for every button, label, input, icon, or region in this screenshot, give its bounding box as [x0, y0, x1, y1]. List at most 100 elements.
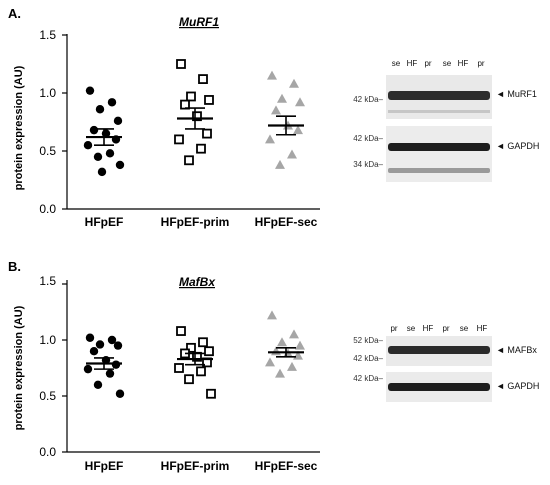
blot-b-lane-4: pr: [442, 324, 449, 333]
panel-b-letter: B.: [8, 259, 21, 274]
blot-b-gapdh-band: [388, 383, 490, 391]
panel-b-ytick-2: 1.0: [39, 333, 56, 347]
panel-a-blot: se HF pr se HF pr 42 kDa– ◄ MuRF1 42 kDa…: [353, 59, 539, 182]
panel-a-point-hfpef-4: [89, 125, 99, 135]
panel-b-point-hfpef-9: [93, 380, 103, 389]
panel-a-ytick-2: 1.0: [39, 86, 56, 100]
panel-b-point-hfpef-1: [107, 335, 117, 345]
panel-b-ylabel: protein expression (AU): [13, 305, 25, 430]
blot-b-lane-3: HF: [423, 324, 434, 333]
blot-a-gapdh-membrane: [386, 126, 492, 182]
blot-b-lane-1: pr: [390, 324, 397, 333]
blot-b-gapdh-marker: 42 kDa–: [353, 374, 383, 383]
panel-b-xtick-hfpef: HFpEF: [85, 459, 124, 473]
panel-b-point-hfpef-10: [115, 389, 125, 398]
panel-a-point-hfpef-sec-6: [293, 125, 303, 135]
panel-a-point-hfpef-0: [85, 86, 95, 95]
panel-a-point-hfpef-prim-2: [186, 91, 196, 102]
panel-b-point-hfpef-8: [105, 369, 115, 378]
panel-a-point-hfpef-sec-0: [267, 70, 277, 80]
blot-a-lane-1: se: [392, 59, 401, 68]
blot-a-murf1-label: ◄ MuRF1: [496, 89, 537, 99]
panel-b-plot: 0.0 0.5 1.0 1.5 HFpEF HFpEF-prim HFpEF-s…: [39, 274, 320, 473]
panel-b-point-hfpef-sec-2: [277, 337, 287, 347]
panel-b-point-hfpef-prim-3: [204, 346, 214, 357]
panel-b-point-hfpef-sec-7: [265, 357, 275, 367]
panel-b-point-hfpef-sec-0: [267, 310, 277, 320]
panel-a-point-hfpef-3: [113, 116, 123, 126]
panel-a-point-hfpef-prim-7: [174, 134, 184, 145]
blot-a-murf1-faint-band: [388, 110, 490, 113]
panel-b-point-hfpef-prim-9: [184, 374, 194, 385]
panel-b-ytick-0: 0.0: [39, 445, 56, 459]
blot-a-gapdh-marker-34: 34 kDa–: [353, 160, 383, 169]
panel-b-point-hfpef-7: [83, 364, 93, 374]
panel-b-point-hfpef-prim-10: [206, 388, 216, 399]
panel-b-point-hfpef-sec-8: [287, 361, 297, 371]
panel-b-ytick-3: 1.5: [39, 274, 56, 288]
blot-b-lane-2: se: [407, 324, 416, 333]
panel-a-ylabel: protein expression (AU): [13, 65, 25, 190]
blot-b-mafbx-marker-52: 52 kDa–: [353, 336, 383, 345]
panel-b-point-hfpef-sec-9: [275, 368, 285, 378]
panel-a-point-hfpef-prim-1: [198, 74, 208, 84]
panel-a-point-hfpef-9: [93, 152, 103, 161]
panel-b-title: MafBx: [179, 275, 216, 289]
panel-a-point-hfpef-sec-8: [287, 149, 297, 159]
blot-a-murf1-marker: 42 kDa–: [353, 95, 383, 104]
panel-a-xtick-hfpef: HFpEF: [85, 215, 124, 229]
panel-a-letter: A.: [8, 6, 21, 21]
panel-a-point-hfpef-1: [107, 98, 117, 107]
blot-a-lane-6: pr: [477, 59, 484, 68]
panel-a-point-hfpef-sec-9: [275, 159, 285, 169]
panel-a-point-hfpef-2: [95, 105, 105, 114]
panel-a-point-hfpef-prim-6: [202, 128, 212, 139]
panel-a-ytick-0: 0.0: [39, 202, 56, 216]
panel-a-point-hfpef-11: [97, 167, 107, 177]
panel-a-point-hfpef-sec-7: [265, 134, 275, 144]
panel-a-point-hfpef-prim-3: [204, 95, 214, 105]
blot-b-lane-5: se: [460, 324, 469, 333]
panel-b-xtick-hfpef-sec: HFpEF-sec: [255, 459, 318, 473]
panel-a-xtick-hfpef-sec: HFpEF-sec: [255, 215, 318, 229]
panel-a-ytick-3: 1.5: [39, 28, 56, 42]
panel-b-blot: pr se HF pr se HF 52 kDa– 42 kDa– ◄ MAFB…: [353, 324, 539, 402]
panel-a-point-hfpef-10: [115, 160, 125, 170]
panel-a-ytick-1: 0.5: [39, 144, 56, 158]
panel-b-point-hfpef-0: [85, 333, 95, 342]
panel-a-point-hfpef-8: [105, 149, 115, 158]
blot-b-gapdh-label: ◄ GAPDH: [496, 381, 539, 391]
blot-b-mafbx-band: [388, 346, 490, 354]
panel-a-plot: 0.0 0.5 1.0 1.5 HFpEF HFpEF-prim HFpEF-s…: [39, 28, 320, 229]
panel-b-point-hfpef-prim-2: [186, 342, 196, 353]
panel-a-point-hfpef-prim-8: [196, 143, 206, 154]
panel-b-point-hfpef-3: [113, 341, 123, 350]
panel-a: A. MuRF1 protein expression (AU) 0.0 0.5…: [8, 6, 539, 229]
blot-a-lane-2: HF: [407, 59, 418, 68]
panel-a-title: MuRF1: [179, 15, 219, 29]
panel-b-point-hfpef-4: [89, 347, 99, 356]
blot-b-lane-6: HF: [477, 324, 488, 333]
panel-b-point-hfpef-prim-7: [174, 363, 184, 373]
blot-a-lane-3: pr: [424, 59, 431, 68]
blot-b-mafbx-label: ◄ MAFBx: [496, 345, 537, 355]
panel-a-point-hfpef-7: [83, 141, 93, 150]
panel-a-point-hfpef-sec-4: [271, 105, 281, 115]
panel-b-point-hfpef-prim-1: [198, 337, 208, 348]
panel-b-point-hfpef-sec-1: [289, 329, 299, 339]
panel-b: B. MafBx protein expression (AU) 0.0 0.5…: [8, 259, 539, 473]
blot-b-mafbx-marker-42: 42 kDa–: [353, 354, 383, 363]
panel-a-point-hfpef-prim-0: [176, 59, 186, 69]
panel-a-point-hfpef-sec-1: [289, 78, 299, 88]
blot-a-gapdh-band: [388, 143, 490, 151]
blot-a-gapdh-lower-band: [388, 168, 490, 173]
panel-a-point-hfpef-prim-9: [184, 155, 194, 166]
panel-b-point-hfpef-6: [111, 360, 121, 369]
panel-b-ytick-1: 0.5: [39, 389, 56, 403]
panel-a-point-hfpef-sec-2: [277, 93, 287, 103]
panel-a-point-hfpef-sec-3: [295, 97, 305, 107]
blot-a-lane-4: se: [443, 59, 452, 68]
panel-a-point-hfpef-prim-5: [192, 111, 202, 122]
panel-a-xtick-hfpef-prim: HFpEF-prim: [161, 215, 230, 229]
